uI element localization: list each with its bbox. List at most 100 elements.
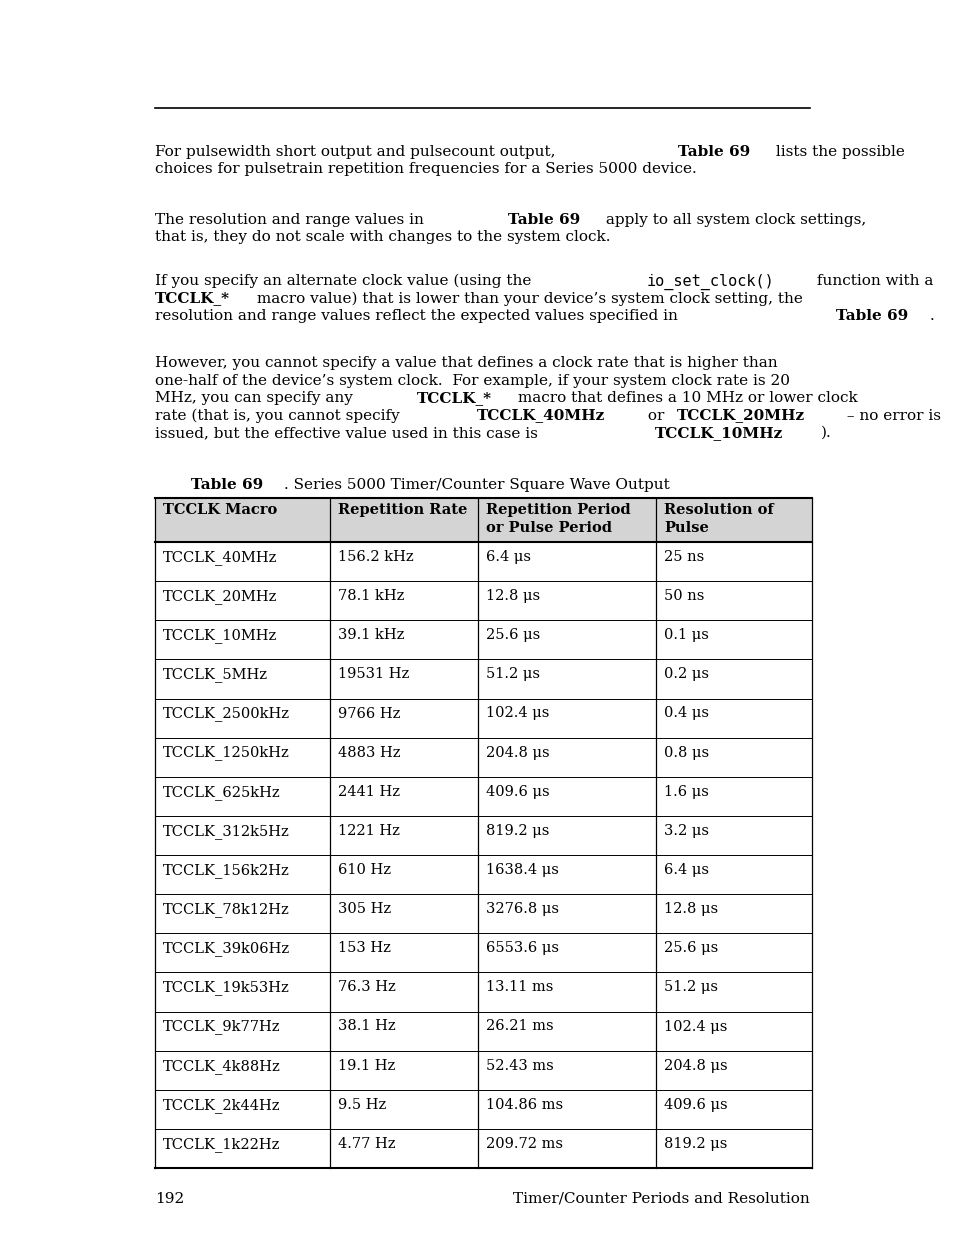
Text: Timer/Counter Periods and Resolution: Timer/Counter Periods and Resolution — [513, 1192, 809, 1207]
Text: Table 69: Table 69 — [678, 144, 749, 159]
Text: Resolution of
Pulse: Resolution of Pulse — [663, 503, 773, 536]
Text: 12.8 μs: 12.8 μs — [663, 902, 718, 916]
Text: 102.4 μs: 102.4 μs — [663, 1020, 726, 1034]
Text: 6.4 μs: 6.4 μs — [485, 550, 531, 564]
Text: 819.2 μs: 819.2 μs — [663, 1137, 726, 1151]
Text: 1638.4 μs: 1638.4 μs — [485, 863, 558, 877]
Text: that is, they do not scale with changes to the system clock.: that is, they do not scale with changes … — [154, 231, 610, 245]
Text: 9766 Hz: 9766 Hz — [337, 706, 400, 720]
Text: 51.2 μs: 51.2 μs — [663, 981, 718, 994]
Text: 78.1 kHz: 78.1 kHz — [337, 589, 404, 603]
Text: 1221 Hz: 1221 Hz — [337, 824, 399, 837]
Text: TCCLK_312k5Hz: TCCLK_312k5Hz — [163, 824, 290, 839]
Text: Repetition Period
or Pulse Period: Repetition Period or Pulse Period — [485, 503, 630, 536]
Text: 39.1 kHz: 39.1 kHz — [337, 629, 404, 642]
Text: 153 Hz: 153 Hz — [337, 941, 391, 955]
Text: 26.21 ms: 26.21 ms — [485, 1020, 553, 1034]
Text: Table 69: Table 69 — [835, 309, 907, 324]
Text: .: . — [928, 309, 933, 324]
Text: TCCLK_20MHz: TCCLK_20MHz — [676, 409, 803, 422]
Text: TCCLK_9k77Hz: TCCLK_9k77Hz — [163, 1020, 280, 1035]
Text: 0.1 μs: 0.1 μs — [663, 629, 708, 642]
Text: 610 Hz: 610 Hz — [337, 863, 391, 877]
Text: TCCLK_40MHz: TCCLK_40MHz — [476, 409, 605, 422]
Text: choices for pulsetrain repetition frequencies for a Series 5000 device.: choices for pulsetrain repetition freque… — [154, 163, 696, 177]
Text: 25.6 μs: 25.6 μs — [485, 629, 539, 642]
Text: 204.8 μs: 204.8 μs — [663, 1058, 727, 1073]
Text: TCCLK_625kHz: TCCLK_625kHz — [163, 784, 280, 799]
Text: 50 ns: 50 ns — [663, 589, 703, 603]
Text: TCCLK_10MHz: TCCLK_10MHz — [163, 629, 277, 643]
Text: 3276.8 μs: 3276.8 μs — [485, 902, 558, 916]
Text: TCCLK_39k06Hz: TCCLK_39k06Hz — [163, 941, 290, 956]
Text: 409.6 μs: 409.6 μs — [485, 784, 549, 799]
Text: TCCLK_4k88Hz: TCCLK_4k88Hz — [163, 1058, 280, 1073]
Text: TCCLK_*: TCCLK_* — [416, 391, 491, 405]
Text: 102.4 μs: 102.4 μs — [485, 706, 549, 720]
Text: 156.2 kHz: 156.2 kHz — [337, 550, 414, 564]
Text: Repetition Rate: Repetition Rate — [337, 503, 467, 517]
Text: resolution and range values reflect the expected values specified in: resolution and range values reflect the … — [154, 309, 682, 324]
Text: – no error is: – no error is — [841, 409, 940, 422]
Text: TCCLK_2k44Hz: TCCLK_2k44Hz — [163, 1098, 280, 1113]
Text: 204.8 μs: 204.8 μs — [485, 746, 549, 760]
Text: macro value) that is lower than your device’s system clock setting, the: macro value) that is lower than your dev… — [252, 291, 801, 306]
Text: 4883 Hz: 4883 Hz — [337, 746, 400, 760]
Text: 0.4 μs: 0.4 μs — [663, 706, 708, 720]
Text: If you specify an alternate clock value (using the: If you specify an alternate clock value … — [154, 274, 536, 289]
Text: TCCLK_2500kHz: TCCLK_2500kHz — [163, 706, 290, 721]
Text: 52.43 ms: 52.43 ms — [485, 1058, 553, 1073]
Text: rate (that is, you cannot specify: rate (that is, you cannot specify — [154, 409, 404, 422]
Text: However, you cannot specify a value that defines a clock rate that is higher tha: However, you cannot specify a value that… — [154, 356, 777, 370]
Text: For pulsewidth short output and pulsecount output,: For pulsewidth short output and pulsecou… — [154, 144, 559, 159]
Text: TCCLK_1250kHz: TCCLK_1250kHz — [163, 746, 290, 761]
Text: TCCLK_5MHz: TCCLK_5MHz — [163, 667, 268, 682]
Text: 3.2 μs: 3.2 μs — [663, 824, 708, 837]
Text: The resolution and range values in: The resolution and range values in — [154, 212, 428, 227]
Text: 12.8 μs: 12.8 μs — [485, 589, 539, 603]
Text: TCCLK_40MHz: TCCLK_40MHz — [163, 550, 277, 564]
Text: TCCLK_*: TCCLK_* — [154, 291, 230, 305]
Text: 9.5 Hz: 9.5 Hz — [337, 1098, 386, 1112]
Text: or: or — [642, 409, 668, 422]
Text: macro that defines a 10 MHz or lower clock: macro that defines a 10 MHz or lower clo… — [513, 391, 858, 405]
Text: TCCLK Macro: TCCLK Macro — [163, 503, 277, 517]
Bar — [154, 498, 811, 542]
Text: 51.2 μs: 51.2 μs — [485, 667, 539, 682]
Text: 6.4 μs: 6.4 μs — [663, 863, 708, 877]
Text: 19531 Hz: 19531 Hz — [337, 667, 409, 682]
Text: TCCLK_1k22Hz: TCCLK_1k22Hz — [163, 1137, 280, 1152]
Text: issued, but the effective value used in this case is: issued, but the effective value used in … — [154, 426, 542, 440]
Text: io_set_clock(): io_set_clock() — [646, 274, 774, 290]
Text: 25.6 μs: 25.6 μs — [663, 941, 718, 955]
Text: apply to all system clock settings,: apply to all system clock settings, — [600, 212, 865, 227]
Text: 4.77 Hz: 4.77 Hz — [337, 1137, 395, 1151]
Text: Table 69: Table 69 — [508, 212, 579, 227]
Text: 2441 Hz: 2441 Hz — [337, 784, 399, 799]
Text: 0.2 μs: 0.2 μs — [663, 667, 708, 682]
Text: 104.86 ms: 104.86 ms — [485, 1098, 562, 1112]
Text: 38.1 Hz: 38.1 Hz — [337, 1020, 395, 1034]
Text: 409.6 μs: 409.6 μs — [663, 1098, 727, 1112]
Text: ).: ). — [820, 426, 831, 440]
Text: 13.11 ms: 13.11 ms — [485, 981, 553, 994]
Text: TCCLK_20MHz: TCCLK_20MHz — [163, 589, 277, 604]
Text: 1.6 μs: 1.6 μs — [663, 784, 708, 799]
Text: 305 Hz: 305 Hz — [337, 902, 391, 916]
Text: 76.3 Hz: 76.3 Hz — [337, 981, 395, 994]
Text: 819.2 μs: 819.2 μs — [485, 824, 549, 837]
Text: MHz, you can specify any: MHz, you can specify any — [154, 391, 357, 405]
Text: 0.8 μs: 0.8 μs — [663, 746, 708, 760]
Text: Table 69: Table 69 — [191, 478, 263, 492]
Text: TCCLK_19k53Hz: TCCLK_19k53Hz — [163, 981, 290, 995]
Text: . Series 5000 Timer/Counter Square Wave Output: . Series 5000 Timer/Counter Square Wave … — [284, 478, 669, 492]
Text: lists the possible: lists the possible — [770, 144, 904, 159]
Text: 25 ns: 25 ns — [663, 550, 703, 564]
Text: 19.1 Hz: 19.1 Hz — [337, 1058, 395, 1073]
Text: 192: 192 — [154, 1192, 184, 1207]
Text: TCCLK_78k12Hz: TCCLK_78k12Hz — [163, 902, 290, 918]
Text: TCCLK_10MHz: TCCLK_10MHz — [655, 426, 782, 440]
Text: 6553.6 μs: 6553.6 μs — [485, 941, 558, 955]
Text: one-half of the device’s system clock.  For example, if your system clock rate i: one-half of the device’s system clock. F… — [154, 373, 789, 388]
Text: TCCLK_156k2Hz: TCCLK_156k2Hz — [163, 863, 290, 878]
